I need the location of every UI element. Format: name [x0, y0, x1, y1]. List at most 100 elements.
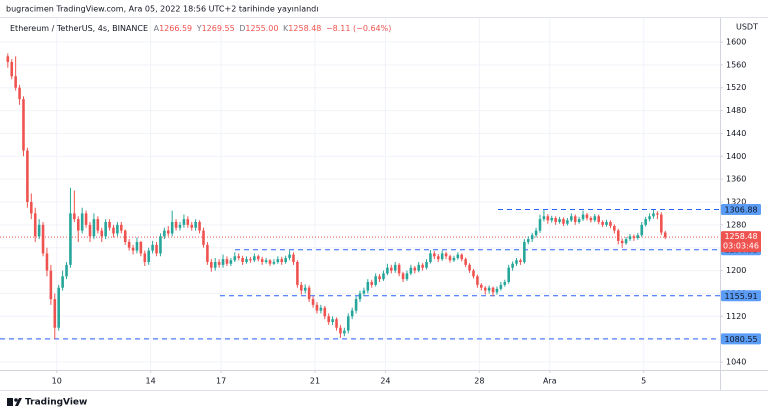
candle-body	[648, 216, 651, 220]
candle-body	[45, 253, 49, 271]
candle-body	[241, 258, 244, 262]
candle-body	[88, 224, 92, 237]
logo-shape	[15, 398, 22, 406]
candle-body	[644, 219, 647, 225]
candle-body	[53, 299, 57, 328]
candle-body	[100, 230, 104, 237]
candle-body	[57, 287, 60, 328]
x-tick-label: 21	[310, 377, 320, 386]
candle-body	[393, 264, 397, 271]
level-badge-label: 1306.88	[724, 205, 757, 214]
candle-body	[663, 232, 667, 238]
candle-body	[573, 216, 577, 222]
candle-body	[178, 224, 182, 228]
candle-body	[640, 224, 644, 236]
candle-body	[41, 224, 45, 254]
candle-body	[272, 262, 276, 264]
candle-body	[280, 259, 284, 262]
candle-body	[198, 222, 201, 231]
candle-body	[440, 253, 444, 260]
candle-body	[194, 222, 197, 228]
current-price-badge	[721, 231, 761, 253]
candle-body	[636, 235, 640, 238]
candle-body	[186, 219, 190, 225]
candle-body	[452, 258, 456, 261]
candle-body	[526, 239, 530, 242]
candle-body	[296, 262, 299, 285]
candle-body	[632, 236, 636, 238]
candle-body	[472, 270, 475, 277]
candle-body	[550, 218, 554, 221]
candle-body	[37, 224, 41, 237]
candle-body	[61, 276, 64, 288]
x-tick-label: 14	[146, 377, 156, 386]
badges: 1306.881236.521155.911080.551258.4803:03…	[721, 203, 761, 345]
candle-body	[131, 247, 135, 251]
footer-logo	[7, 398, 22, 406]
candle-body	[76, 219, 80, 231]
candle-body	[139, 242, 143, 254]
candle-body	[468, 264, 471, 271]
candle-body	[221, 259, 225, 265]
x-tick-label: Ara	[543, 377, 557, 386]
candle-body	[315, 304, 319, 311]
candle-body	[499, 284, 503, 289]
candle-body	[370, 282, 374, 285]
candle-body	[22, 99, 25, 151]
candle-body	[417, 264, 420, 271]
candle-body	[108, 222, 111, 228]
candle-body	[143, 253, 147, 262]
logo-shape	[7, 398, 13, 406]
candle-body	[503, 282, 507, 285]
candle-body	[10, 62, 14, 77]
candle-body	[303, 287, 307, 291]
levels	[0, 208, 720, 340]
candle-body	[480, 284, 483, 288]
y-tick-label: 1120	[726, 312, 746, 321]
legend-value: 1255.00	[245, 24, 278, 33]
candle-body	[624, 239, 628, 244]
candle-body	[147, 250, 150, 262]
candle-body	[300, 284, 303, 291]
candle-body	[174, 222, 178, 228]
candle-body	[605, 222, 608, 225]
candle-body	[350, 310, 354, 317]
candle-body	[237, 256, 240, 258]
candle-body	[151, 244, 154, 251]
candle-body	[84, 213, 88, 225]
candle-body	[495, 288, 499, 293]
x-tick-label: 24	[380, 377, 390, 386]
candle-body	[386, 267, 389, 274]
candle-body	[163, 230, 166, 237]
candle-body	[358, 293, 362, 300]
candle-body	[425, 262, 428, 268]
candle-body	[260, 259, 264, 262]
y-tick-label: 1560	[726, 60, 746, 69]
candle-body	[112, 227, 115, 234]
candle-body	[307, 287, 311, 300]
candle-body	[374, 276, 377, 285]
logo-shape	[14, 398, 18, 402]
candle-body	[354, 299, 358, 311]
y-tick-label: 1600	[726, 38, 746, 47]
candle-body	[378, 276, 381, 280]
candle-body	[613, 226, 616, 231]
candle-body	[609, 222, 612, 226]
candle-body	[319, 307, 323, 311]
candle-body	[519, 260, 522, 262]
x-tick-label: 17	[216, 377, 226, 386]
candle-body	[570, 216, 573, 221]
candle-body	[18, 87, 21, 100]
candle-body	[483, 287, 487, 291]
y-tick-label: 1400	[726, 152, 746, 161]
candle-body	[323, 307, 327, 317]
candle-body	[256, 256, 260, 260]
candle-body	[217, 262, 221, 265]
candle-body	[436, 256, 440, 260]
y-tick-label: 1360	[726, 175, 746, 184]
candle-body	[210, 262, 213, 268]
level-badge	[721, 333, 761, 345]
candle-body	[284, 258, 287, 262]
candle-body	[382, 273, 385, 280]
footer-brand: TradingView	[25, 398, 87, 408]
